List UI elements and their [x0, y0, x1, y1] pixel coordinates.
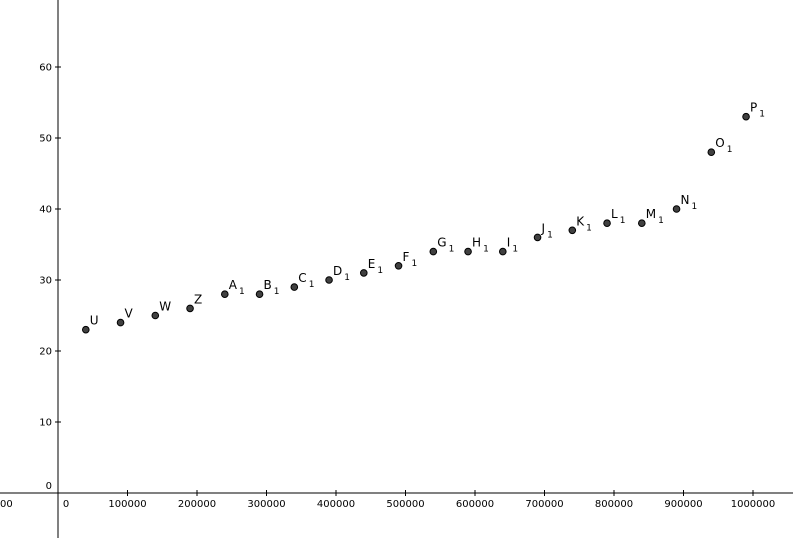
x-tick-label: 600000	[456, 499, 494, 510]
point-v	[116, 318, 125, 327]
point-label: V	[125, 307, 134, 321]
point-label: W	[159, 300, 171, 314]
point-label: Z	[194, 292, 202, 306]
y-tick-label: 20	[39, 347, 52, 358]
y-tick-label: 60	[39, 63, 52, 74]
y-tick-label: 0	[46, 481, 52, 492]
x-tick-label: 400000	[317, 499, 355, 510]
point-d1	[325, 276, 333, 284]
point-f1	[394, 262, 403, 270]
y-tick-label: 50	[39, 134, 52, 145]
x-tick-group: 0 100000 200000 300000 400000 500000 600000 700…	[63, 490, 775, 510]
point-l1	[603, 219, 611, 227]
point-b1	[255, 290, 264, 299]
x-tick-label: 900000	[664, 499, 702, 510]
point-z	[186, 304, 194, 313]
x-edge-tick-label: 00	[0, 499, 13, 510]
x-tick-label: 700000	[525, 499, 563, 510]
point-e1	[360, 269, 368, 277]
y-tick-label: 30	[39, 276, 52, 287]
point-m1	[638, 219, 646, 227]
point-p1	[742, 112, 750, 121]
point-j1	[533, 233, 542, 242]
x-tick-label: 200000	[178, 499, 216, 510]
x-tick-label: 300000	[247, 499, 285, 510]
x-tick-label: 800000	[595, 499, 633, 510]
x-tick-label: 0	[63, 499, 69, 510]
y-tick-group: 0 10 20 30 40 50 60	[39, 63, 61, 492]
point-label: U	[90, 314, 99, 328]
point-i1	[499, 247, 507, 256]
y-tick-label: 40	[39, 205, 52, 216]
y-tick-label: 10	[39, 418, 52, 429]
point-g1	[429, 247, 438, 256]
point-a1	[221, 290, 229, 299]
point-n1	[672, 205, 681, 213]
point-u	[82, 325, 90, 334]
point-group: U V W Z A 1 B 1 C 1 D 1 E 1 F 1 G 1 H 1 I 1 J 1 K 1 L 1 M 1 N 1 O 1 P 1	[82, 101, 765, 334]
x-tick-label: 1000000	[731, 499, 776, 510]
point-k1	[568, 226, 577, 235]
point-h1	[464, 247, 472, 256]
point-w	[151, 311, 160, 320]
x-tick-label: 100000	[108, 499, 146, 510]
x-tick-label: 500000	[386, 499, 424, 510]
point-c1	[290, 283, 299, 291]
point-o1	[707, 148, 716, 156]
